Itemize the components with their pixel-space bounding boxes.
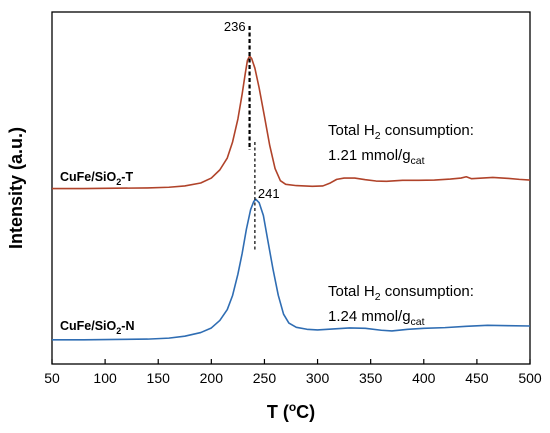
annotation-sub: 2: [375, 291, 381, 303]
x-axis-label-unit: C): [296, 402, 315, 422]
y-axis-label: Intensity (a.u.): [6, 127, 26, 249]
series-line-1: [52, 198, 531, 341]
series-label-text: CuFe/SiO: [60, 170, 117, 184]
annotation-value: 1.24 mmol/g: [328, 308, 411, 325]
x-axis-ticks: 50 100 150 200 250 300 350 400 450 500: [44, 359, 542, 386]
x-tick-label: 500: [518, 370, 542, 386]
series-label-suffix: -T: [121, 170, 133, 184]
consumption-annotation-line2: 1.24 mmol/gcat: [328, 308, 425, 328]
x-tick-label: 300: [306, 370, 330, 386]
series-line-0: [52, 55, 531, 190]
x-tick-label: 100: [93, 370, 117, 386]
consumption-annotation-line1: Total H2 consumption:: [328, 122, 474, 142]
x-axis-label-main: T (: [267, 402, 289, 422]
annotation-prefix: Total H: [328, 122, 375, 139]
x-axis-label: T (oC): [267, 400, 315, 422]
series-label-suffix: -N: [121, 319, 134, 333]
consumption-annotation-line1: Total H2 consumption:: [328, 283, 474, 303]
annotation-value-sub: cat: [411, 155, 425, 167]
annotation-value-sub: cat: [411, 316, 425, 328]
annotation-suffix: consumption:: [381, 283, 474, 300]
peak-markers: 236 241: [224, 19, 280, 252]
x-axis-label-degree-symbol: o: [289, 400, 296, 414]
x-tick-label: 250: [253, 370, 277, 386]
x-tick-label: 200: [200, 370, 224, 386]
x-tick-label: 150: [147, 370, 171, 386]
peak-label: 236: [224, 19, 246, 34]
x-tick-label: 450: [465, 370, 489, 386]
x-tick-label: 350: [359, 370, 383, 386]
series-label-text: CuFe/SiO: [60, 319, 117, 333]
series-group: [52, 55, 531, 341]
x-tick-label: 400: [412, 370, 436, 386]
x-tick-label: 50: [44, 370, 60, 386]
consumption-annotation-line2: 1.21 mmol/gcat: [328, 147, 425, 167]
series-label-sub: 2: [116, 177, 121, 187]
annotation-sub: 2: [375, 130, 381, 142]
annotation-prefix: Total H: [328, 283, 375, 300]
series-label: CuFe/SiO2-T: [60, 170, 133, 187]
annotation-value: 1.21 mmol/g: [328, 147, 411, 164]
peak-label: 241: [258, 186, 280, 201]
annotation-suffix: consumption:: [381, 122, 474, 139]
series-label: CuFe/SiO2-N: [60, 319, 134, 336]
series-label-sub: 2: [116, 326, 121, 336]
